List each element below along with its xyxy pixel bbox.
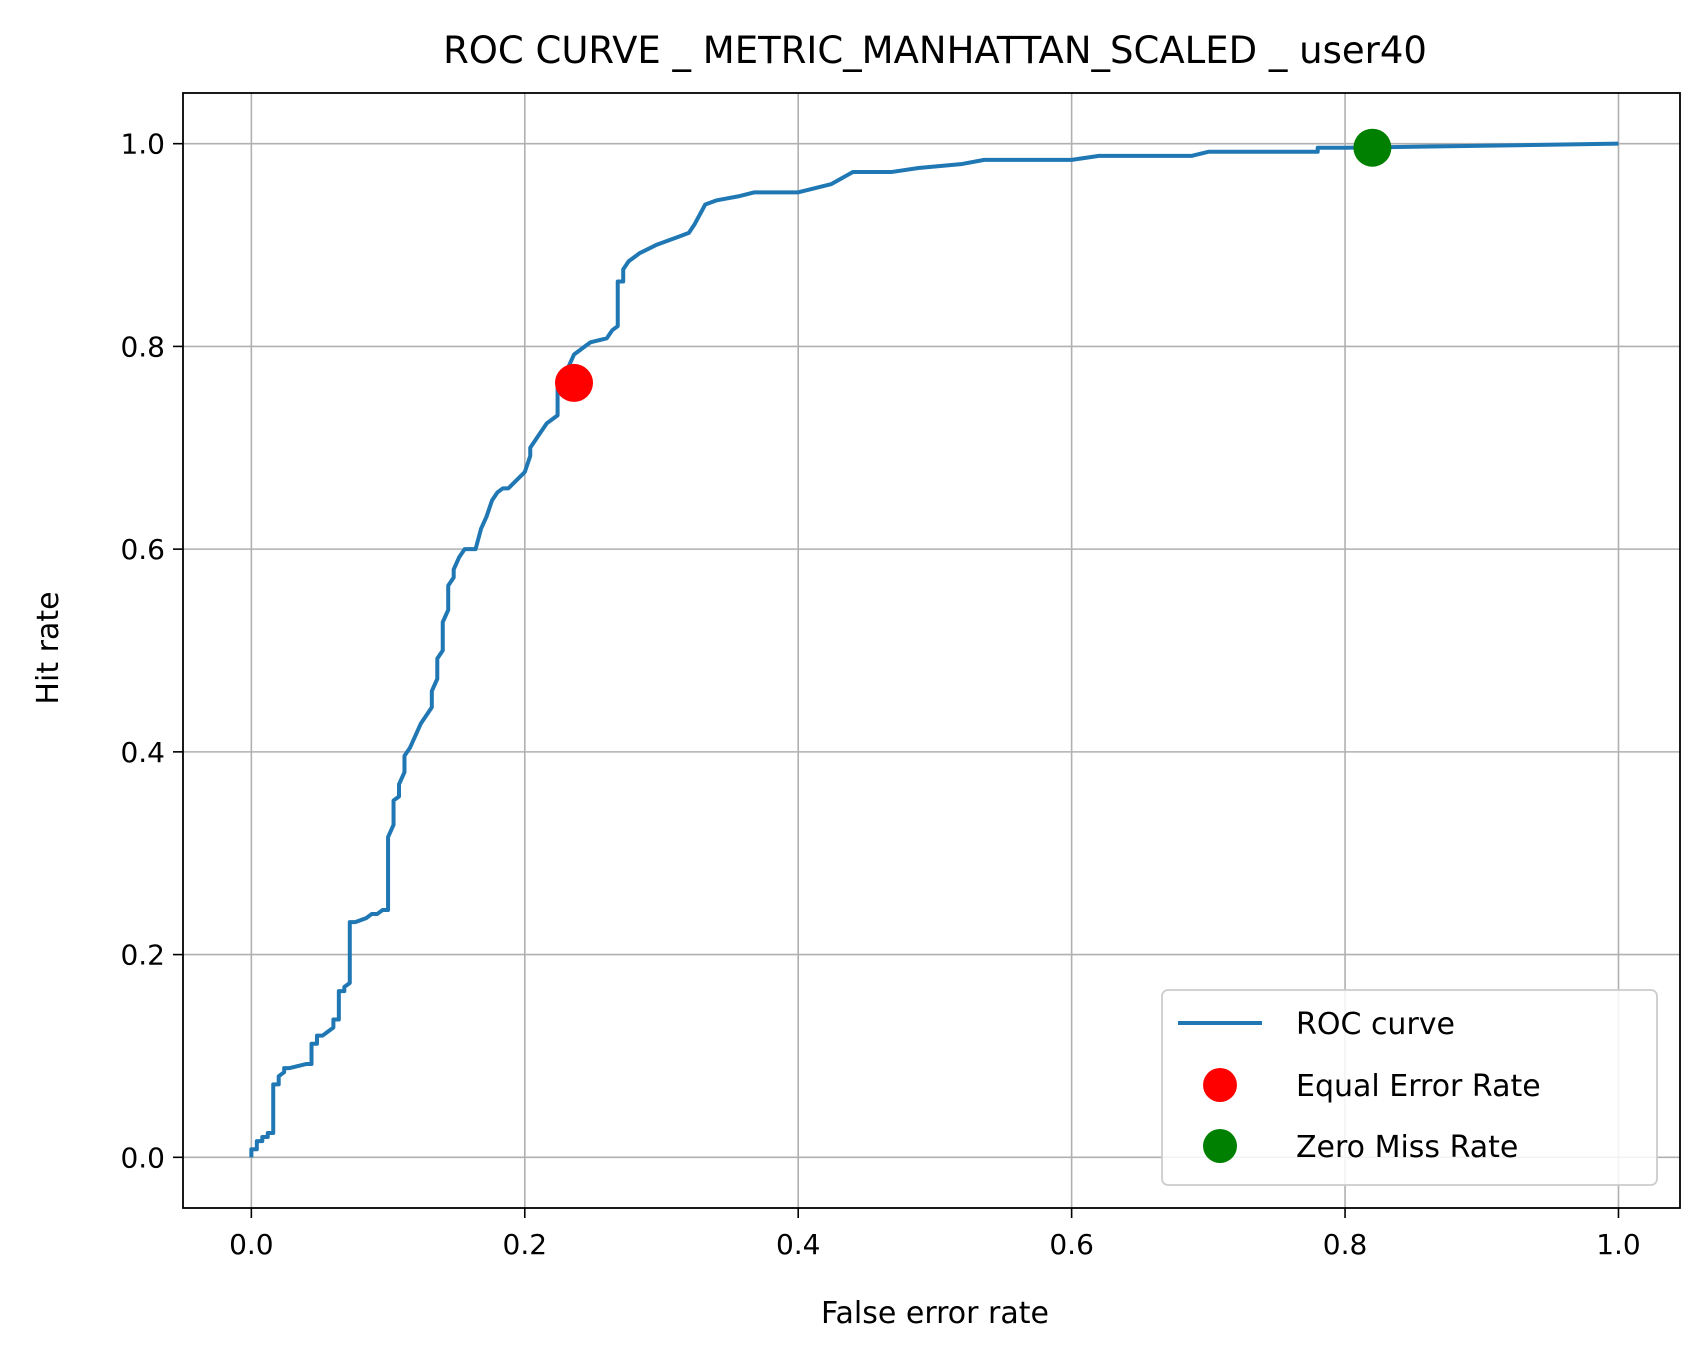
x-tick-label: 1.0 <box>1596 1228 1641 1261</box>
x-axis-ticks: 0.0 0.2 0.4 0.6 0.8 1.0 <box>229 1208 1641 1261</box>
roc-curve-line <box>249 141 1619 1158</box>
equal-error-rate-point <box>554 363 593 402</box>
legend-label-zmr: Zero Miss Rate <box>1296 1130 1518 1165</box>
chart-title: ROC CURVE _ METRIC_MANHATTAN_SCALED _ us… <box>443 29 1427 72</box>
legend-label-roc: ROC curve <box>1296 1007 1455 1042</box>
legend-swatch-eer <box>1203 1068 1237 1102</box>
x-tick-label: 0.6 <box>1049 1228 1094 1261</box>
zero-miss-rate-point <box>1353 128 1392 167</box>
x-axis-label: False error rate <box>821 1296 1049 1331</box>
x-tick-label: 0.4 <box>776 1228 821 1261</box>
x-tick-label: 0.8 <box>1323 1228 1368 1261</box>
legend: ROC curve Equal Error Rate Zero Miss Rat… <box>1161 989 1658 1186</box>
legend-swatch-zmr <box>1203 1129 1237 1163</box>
x-tick-label: 0.2 <box>503 1228 548 1261</box>
y-axis-label: Hit rate <box>31 591 66 704</box>
y-tick-label: 0.2 <box>120 939 165 972</box>
legend-label-eer: Equal Error Rate <box>1296 1069 1541 1104</box>
y-tick-label: 0.0 <box>120 1141 165 1174</box>
grid-lines <box>183 93 1680 1208</box>
plot-frame <box>182 92 1681 1209</box>
y-tick-label: 0.4 <box>120 736 165 769</box>
plot-series <box>249 128 1619 1158</box>
legend-box <box>1161 989 1658 1186</box>
y-tick-label: 1.0 <box>120 128 165 161</box>
y-axis-ticks: 0.0 0.2 0.4 0.6 0.8 1.0 <box>120 128 183 1174</box>
y-tick-label: 0.8 <box>120 330 165 363</box>
x-tick-label: 0.0 <box>229 1228 274 1261</box>
y-tick-label: 0.6 <box>120 533 165 566</box>
